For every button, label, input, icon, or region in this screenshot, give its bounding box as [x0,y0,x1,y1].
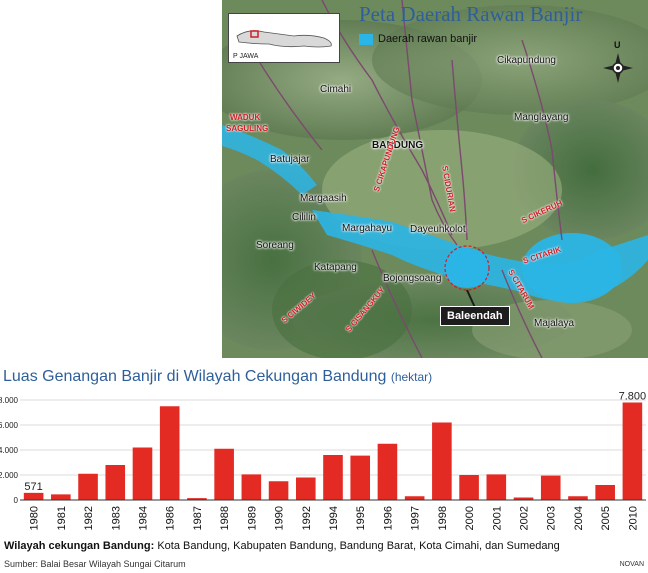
y-axis-ticks: 8.000 6.000 4.000 2.000 0 [0,396,19,505]
x-tick-label: 2010 [627,506,639,530]
x-tick-label: 1987 [192,506,204,530]
flood-legend-label: Daerah rawan banjir [378,33,478,45]
bar-1982 [78,473,98,500]
bar-1988 [214,448,234,500]
bar-2010 [622,402,643,500]
x-tick-label: 2005 [600,506,612,530]
chart-title-text: Luas Genangan Banjir di Wilayah Cekungan… [3,368,387,385]
x-tick-label: 1988 [219,506,231,530]
x-tick-label: 1990 [274,506,286,530]
place-katapang: Katapang [314,262,357,273]
bar-1989 [241,474,262,500]
place-majalaya: Majalaya [534,318,575,329]
x-tick-label: 1996 [382,506,394,530]
y-tick-label: 8.000 [0,396,19,405]
inset-label: P JAWA [233,53,259,60]
bar-1996 [377,443,398,500]
x-tick-label: 1995 [355,506,367,530]
bar-1992 [295,477,316,500]
x-tick-label: 1992 [301,506,313,530]
bar-1998 [432,422,452,500]
place-cimahi: Cimahi [320,84,352,95]
y-tick-label: 6.000 [0,421,19,430]
bar-1994 [323,455,343,500]
x-tick-label: 1998 [437,506,449,530]
x-tick-label: 1989 [246,506,258,530]
bar-1995 [350,455,371,500]
north-label: U [614,40,621,50]
bar-1980 [23,492,44,500]
place-dayeuhkolot: Dayeuhkolot [410,224,466,235]
bar-2000 [459,475,479,500]
chart-title: Luas Genangan Banjir di Wilayah Cekungan… [3,368,432,386]
java-inset-map: P JAWA [228,13,340,63]
y-tick-label: 4.000 [0,446,19,455]
x-tick-label: 2003 [546,506,558,530]
y-tick-label: 2.000 [0,471,19,480]
x-tick-label: 1997 [410,506,422,530]
bar-1997 [404,496,425,500]
place-manglayang: Manglayang [514,112,569,123]
baleendah-callout: Baleendah [440,306,510,326]
map-title: Peta Daerah Rawan Banjir [359,2,583,26]
place-margaasih: Margaasih [300,193,347,204]
label-saguling: SAGULING [226,124,269,133]
place-margahayu: Margahayu [342,223,393,234]
x-tick-label: 1982 [83,506,95,530]
bar-2005 [595,485,615,500]
x-tick-label: 2001 [491,506,503,530]
map-legend: Daerah rawan banjir [359,33,477,45]
terrain-map [222,0,648,358]
x-tick-label: 2000 [464,506,476,530]
bar-2003 [540,475,561,500]
flood-map: Peta Daerah Rawan Banjir Daerah rawan ba… [222,0,648,358]
place-batujajar: Batujajar [270,154,310,165]
compass-icon [603,53,633,83]
x-tick-label: 1984 [137,506,149,530]
chart-unit: (hektar) [390,370,433,384]
x-tick-label: 1983 [110,506,122,530]
north-arrow: U [602,40,634,83]
footnote-label: Wilayah cekungan Bandung: [4,540,155,552]
x-axis-ticks: 1980 1981 1982 1983 1984 1986 1987 1988 1989 1990… [29,506,640,530]
place-bandung: BANDUNG [372,140,424,151]
value-label: 7.800 [619,392,647,403]
java-island-icon [236,30,332,48]
flood-legend-swatch [359,33,373,45]
footnote-text: Kota Bandung, Kabupaten Bandung, Bandung… [157,540,560,552]
value-label: 571 [24,481,42,493]
chart-bars [23,402,643,500]
place-soreang: Soreang [256,240,294,251]
bar-1984 [132,447,153,500]
x-tick-label: 1980 [29,506,41,530]
bar-2004 [568,496,588,500]
bar-1987 [187,498,207,500]
bar-1981 [51,494,71,500]
x-tick-label: 1994 [328,506,340,530]
place-bojongsoang: Bojongsoang [383,273,442,284]
bar-1990 [268,481,289,500]
artist-credit: NOVAN [619,561,644,568]
bar-2002 [513,497,534,500]
x-tick-label: 2002 [519,506,531,530]
source-note: Sumber: Balai Besar Wilayah Sungai Citar… [4,559,186,569]
bar-1983 [105,465,126,500]
bar-2001 [486,474,507,500]
place-cikapundung: Cikapundung [497,55,556,66]
x-tick-label: 2004 [573,506,585,530]
chart-value-labels: 571 7.800 [24,392,646,493]
y-tick-label: 0 [14,496,19,505]
chart-footnote: Wilayah cekungan Bandung: Kota Bandung, … [4,540,560,552]
x-tick-label: 1981 [56,506,68,530]
bar-1986 [159,406,180,500]
x-tick-label: 1986 [165,506,177,530]
label-waduk: WADUK [230,113,261,122]
place-cililin: Cililin [292,212,316,223]
